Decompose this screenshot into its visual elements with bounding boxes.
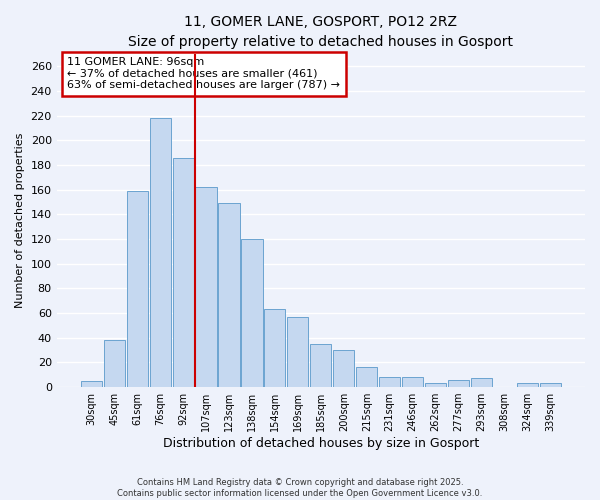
Bar [517, 384, 538, 387]
Bar [196, 187, 217, 387]
Bar [287, 316, 308, 387]
Bar [540, 384, 561, 387]
Bar [218, 203, 239, 387]
X-axis label: Distribution of detached houses by size in Gosport: Distribution of detached houses by size … [163, 437, 479, 450]
Bar [356, 368, 377, 387]
Bar [80, 381, 102, 387]
Bar [173, 158, 194, 387]
Text: 11 GOMER LANE: 96sqm
← 37% of detached houses are smaller (461)
63% of semi-deta: 11 GOMER LANE: 96sqm ← 37% of detached h… [67, 57, 340, 90]
Bar [265, 310, 286, 387]
Bar [241, 239, 263, 387]
Bar [448, 380, 469, 387]
Bar [149, 118, 170, 387]
Bar [127, 191, 148, 387]
Bar [104, 340, 125, 387]
Bar [379, 377, 400, 387]
Text: Contains HM Land Registry data © Crown copyright and database right 2025.
Contai: Contains HM Land Registry data © Crown c… [118, 478, 482, 498]
Bar [310, 344, 331, 387]
Y-axis label: Number of detached properties: Number of detached properties [15, 133, 25, 308]
Bar [333, 350, 355, 387]
Bar [471, 378, 492, 387]
Bar [425, 384, 446, 387]
Title: 11, GOMER LANE, GOSPORT, PO12 2RZ
Size of property relative to detached houses i: 11, GOMER LANE, GOSPORT, PO12 2RZ Size o… [128, 15, 514, 48]
Bar [402, 377, 423, 387]
